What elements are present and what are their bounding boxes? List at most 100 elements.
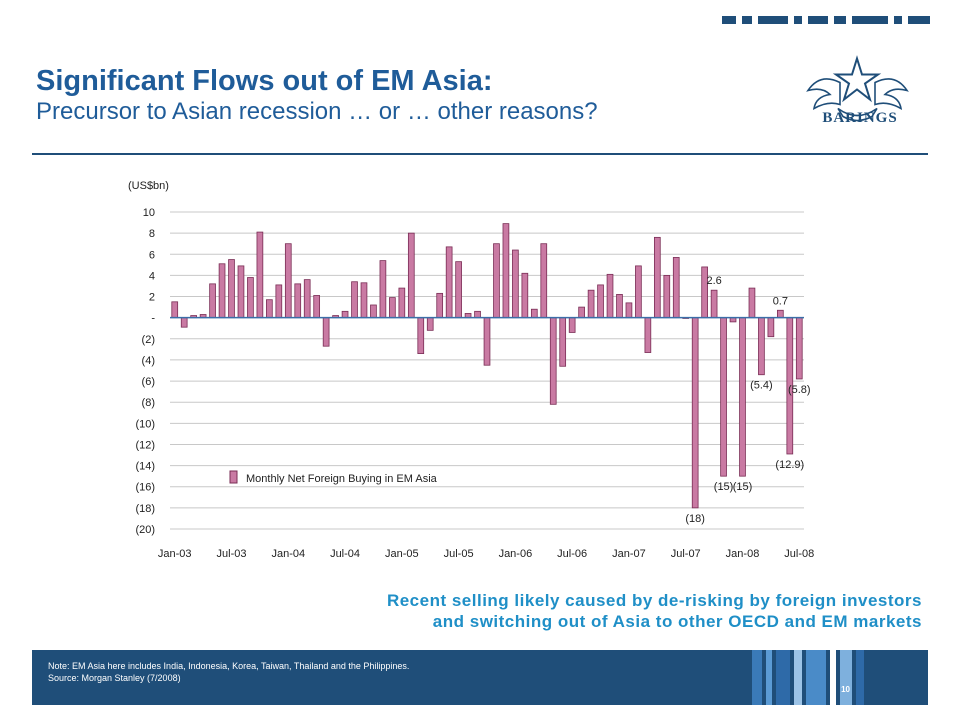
header-decoration-stripes (722, 16, 930, 24)
data-labels: (18) 2.6 (15) (15) (5.4) 0.7 (12.9) (5.8) (685, 275, 810, 525)
bar (284, 243, 292, 319)
bar (341, 310, 349, 319)
data-label: (18) (685, 513, 705, 525)
x-tick-label: Jan-05 (385, 548, 419, 560)
bar (417, 317, 425, 354)
y-tick-label: (8) (142, 397, 155, 409)
y-axis-ticks: 10 8 6 4 2 - (2) (4) (6) (8) (10) (12) (14) (16) (18) (… (135, 207, 155, 536)
x-tick-label: Jul-08 (784, 548, 814, 560)
bar (512, 249, 519, 319)
x-tick-label: Jul-04 (330, 548, 360, 560)
caption-text: Recent selling likely caused by de-riski… (160, 590, 922, 632)
footer-bar: Note: EM Asia here includes India, Indon… (32, 650, 928, 705)
x-tick-label: Jul-06 (557, 548, 587, 560)
bar (360, 282, 368, 319)
bar (322, 317, 330, 347)
bar (436, 292, 444, 319)
bar (644, 317, 652, 353)
bar (672, 257, 680, 319)
caption-line-1: Recent selling likely caused by de-riski… (386, 591, 922, 610)
bar (710, 289, 718, 319)
bar (180, 317, 188, 328)
data-label: (5.8) (788, 384, 811, 396)
bar (777, 309, 784, 319)
bar (445, 246, 453, 319)
bar (653, 236, 661, 319)
bar (407, 232, 415, 319)
slide-title-block: Significant Flows out of EM Asia: Precur… (36, 64, 598, 126)
y-tick-label: (18) (135, 503, 155, 515)
footer-source: Source: Morgan Stanley (7/2008) (48, 673, 181, 683)
y-tick-label: (20) (135, 524, 155, 536)
bar (691, 317, 699, 509)
bar (635, 265, 642, 319)
footer-notes: Note: EM Asia here includes India, Indon… (48, 660, 409, 684)
y-tick-label: (14) (135, 461, 155, 473)
y-tick-label: (4) (142, 355, 155, 367)
x-tick-label: Jul-03 (217, 548, 247, 560)
bar (739, 317, 746, 477)
x-tick-label: Jul-05 (444, 548, 474, 560)
y-tick-label: 2 (149, 292, 155, 304)
bar (247, 277, 254, 319)
bar (474, 310, 481, 319)
bar (171, 301, 179, 319)
y-tick-label: (12) (135, 439, 155, 451)
x-tick-label: Jan-06 (499, 548, 533, 560)
bar (587, 289, 595, 319)
data-label: (15) (733, 481, 753, 493)
bar (559, 317, 567, 367)
y-tick-label: (10) (135, 418, 155, 430)
x-tick-label: Jan-07 (612, 548, 646, 560)
bar (389, 297, 396, 319)
x-tick-label: Jan-04 (271, 548, 305, 560)
bar (606, 273, 614, 319)
footer-decoration-stripes (752, 650, 864, 705)
data-label: 2.6 (706, 275, 721, 287)
bar (767, 317, 775, 338)
bar (530, 308, 538, 319)
bar (218, 263, 226, 319)
bar (578, 306, 585, 319)
bar (625, 302, 633, 319)
x-tick-label: Jul-07 (671, 548, 701, 560)
legend-label: Monthly Net Foreign Buying in EM Asia (246, 473, 438, 485)
y-tick-label: (2) (142, 334, 155, 346)
logo-wordmark: BARINGS (822, 110, 898, 126)
barings-logo-icon (806, 55, 909, 122)
bar (351, 281, 358, 319)
y-tick-label: 4 (149, 270, 155, 282)
bar (483, 317, 491, 366)
bar (275, 284, 283, 319)
data-label: (5.4) (750, 380, 773, 392)
bar (370, 304, 377, 319)
y-tick-label: (6) (142, 376, 155, 388)
y-tick-label: 6 (149, 249, 155, 261)
x-axis-ticks: Jan-03 Jul-03 Jan-04 Jul-04 Jan-05 Jul-05 Jan-… (158, 548, 814, 560)
legend-swatch (229, 470, 238, 484)
bar (663, 275, 671, 319)
bar (502, 223, 510, 319)
y-tick-label: (16) (135, 482, 155, 494)
bar (597, 284, 604, 319)
bar (209, 283, 216, 319)
x-tick-label: Jan-08 (726, 548, 760, 560)
bar (455, 261, 462, 319)
bar (398, 287, 406, 319)
bar (758, 317, 765, 376)
bar (549, 317, 557, 405)
data-label: (15) (714, 481, 734, 493)
slide-title: Significant Flows out of EM Asia: (36, 65, 493, 97)
bar (748, 287, 756, 319)
caption-line-2: and switching out of Asia to other OECD … (432, 612, 922, 631)
y-tick-label: - (151, 313, 155, 325)
bar (256, 231, 264, 319)
y-axis-unit-label: (US$bn) (128, 180, 169, 192)
chart-bars (170, 223, 804, 509)
bar (795, 317, 803, 380)
y-tick-label: 8 (149, 228, 155, 240)
bar (294, 283, 302, 319)
page-number: 10 (841, 685, 850, 694)
bar (540, 243, 548, 319)
bar-chart: 108642-(2)(4)(6)(8)(10)(12)(14)(16)(18)(… (128, 180, 814, 560)
